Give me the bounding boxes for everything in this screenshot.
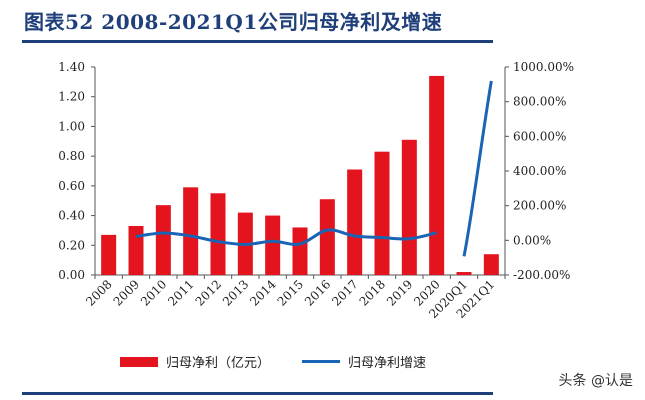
bar bbox=[292, 227, 308, 275]
left-tick-label: 1.00 bbox=[58, 119, 85, 133]
bar bbox=[265, 215, 281, 275]
left-tick-label: 0.60 bbox=[58, 179, 85, 193]
legend-line-label: 归母净利增速 bbox=[348, 356, 427, 371]
bar bbox=[347, 169, 363, 275]
chart-title: 图表52 2008-2021Q1公司归母净利及增速 bbox=[24, 10, 443, 34]
bar bbox=[456, 272, 472, 275]
bar bbox=[210, 193, 226, 275]
left-tick-label: 1.20 bbox=[58, 90, 85, 104]
right-tick-label: 800.00% bbox=[513, 95, 566, 109]
legend-line-swatch bbox=[302, 360, 341, 363]
title-rule bbox=[22, 40, 493, 43]
x-tick-label: 2009 bbox=[111, 277, 142, 308]
x-tick-label: 2010 bbox=[138, 277, 169, 308]
bar bbox=[155, 205, 171, 275]
x-tick-label: 2014 bbox=[247, 277, 279, 309]
x-tick-label: 2013 bbox=[220, 277, 251, 308]
x-tick-label: 2019 bbox=[384, 277, 415, 308]
right-tick-label: 600.00% bbox=[513, 129, 566, 143]
chart: 0.00 0.20 0.40 0.60 0.80 1.00 1.20 1.40 -200.00%… bbox=[58, 60, 574, 321]
x-tick-label: 2008 bbox=[83, 277, 114, 308]
bar bbox=[183, 187, 199, 275]
watermark: 头条 @认是 bbox=[558, 373, 633, 389]
right-tick-label: -200.00% bbox=[513, 268, 570, 282]
bar bbox=[128, 225, 144, 275]
right-tick-label: 0.00% bbox=[513, 233, 551, 247]
bar bbox=[483, 254, 499, 275]
bar bbox=[101, 234, 117, 275]
left-tick-label: 0.80 bbox=[58, 149, 85, 163]
x-tick-label: 2012 bbox=[193, 277, 224, 308]
x-tick-label: 2016 bbox=[302, 277, 333, 308]
bar bbox=[429, 75, 445, 276]
footer-rule bbox=[22, 392, 493, 395]
x-tick-label: 2015 bbox=[275, 277, 306, 308]
right-tick-label: 400.00% bbox=[513, 164, 566, 178]
left-tick-label: 0.00 bbox=[58, 268, 85, 282]
growth-line-quarterly bbox=[462, 80, 493, 257]
growth-line-annual bbox=[135, 228, 438, 246]
left-tick-label: 1.40 bbox=[58, 60, 85, 74]
bar bbox=[401, 139, 417, 275]
bar bbox=[319, 199, 335, 275]
bar bbox=[374, 151, 390, 275]
right-tick-label: 1000.00% bbox=[513, 60, 574, 74]
legend: 归母净利（亿元） 归母净利增速 bbox=[120, 352, 426, 371]
legend-bar-label: 归母净利（亿元） bbox=[166, 356, 271, 371]
x-tick-label: 2018 bbox=[357, 277, 388, 308]
right-tick-label: 200.00% bbox=[513, 199, 566, 213]
x-tick-label: 2017 bbox=[329, 277, 360, 308]
x-tick-label: 2011 bbox=[165, 277, 196, 308]
legend-bar-swatch bbox=[120, 356, 158, 367]
left-tick-label: 0.20 bbox=[58, 238, 85, 252]
left-tick-label: 0.40 bbox=[58, 209, 85, 223]
